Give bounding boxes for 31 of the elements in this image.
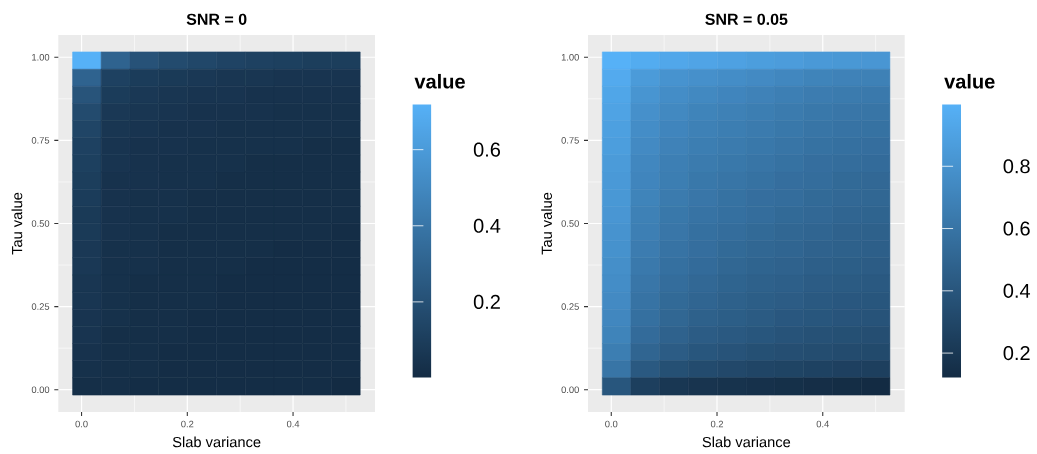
y-tick-label: 0.50 [561,220,579,227]
color-bar-label: 0.2 [473,294,500,309]
chart-title: SNR = 0.05 [705,13,788,25]
y-tick-label: 0.00 [561,386,579,394]
y-tick-label: 1.00 [561,53,579,61]
color-bar-title: value [414,73,465,89]
y-tick-label: 0.50 [31,220,50,227]
color-bar-label: 0.4 [1003,283,1031,298]
y-axis-title: Tau value [541,192,552,255]
x-tick-label: 0.2 [710,420,724,428]
y-tick-label: 0.75 [31,137,50,144]
color-bar-label: 0.6 [1003,221,1030,236]
x-axis-title: Slab variance [172,436,261,448]
x-tick-label: 0.2 [181,420,194,428]
color-bar-title: value [944,73,995,89]
x-tick-label: 0.4 [286,420,300,428]
y-tick-label: 0.25 [31,303,50,310]
y-tick-label: 1.00 [32,53,50,61]
color-bar-label: 0.4 [473,218,501,233]
y-tick-label: 0.00 [31,386,50,394]
x-axis-title: Slab variance [702,436,791,448]
y-tick-label: 0.25 [561,303,579,310]
y-axis-title: Tau value [11,192,23,255]
color-bar-label: 0.8 [1003,159,1030,174]
x-tick-label: 0.0 [75,420,88,428]
y-tick-label: 0.75 [561,137,579,144]
x-tick-label: 0.4 [816,420,829,428]
color-bar-label: 0.2 [1003,346,1030,361]
x-tick-label: 0.0 [605,420,618,428]
chart-title: SNR = 0 [186,13,247,25]
color-bar-label: 0.6 [473,142,501,157]
